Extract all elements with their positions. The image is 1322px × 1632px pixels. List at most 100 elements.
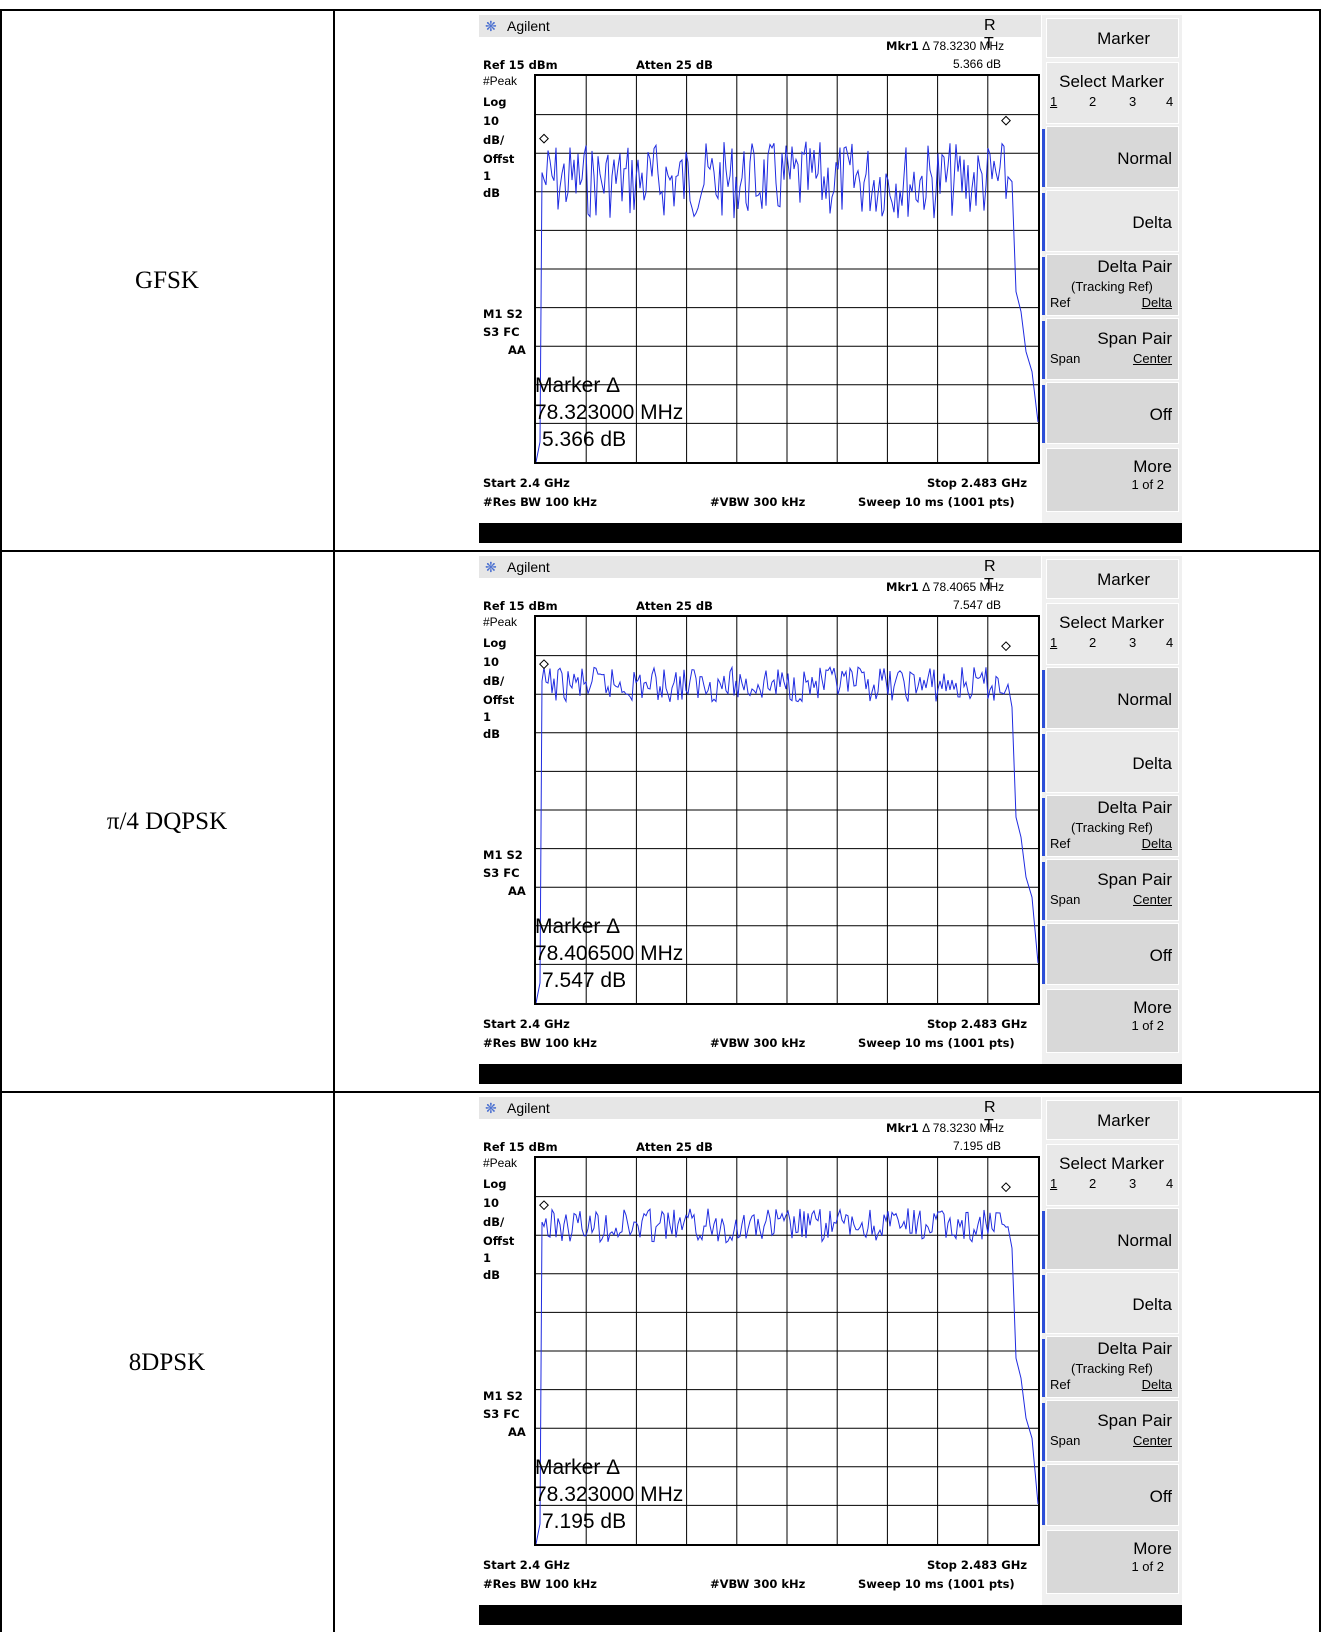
- marker-amplitude-readout: 7.547 dB: [953, 598, 1002, 612]
- sweep-time: Sweep 10 ms (1001 pts): [858, 1036, 1015, 1050]
- spectrum-plot: [534, 615, 1040, 1005]
- table-column-divider: [333, 9, 335, 1632]
- start-frequency: Start 2.4 GHz: [483, 476, 570, 490]
- delta-marker-icon: [1001, 641, 1011, 652]
- spectrum-graticule: [536, 1158, 1039, 1545]
- span-pair-softkey[interactable]: Span Pair Span Center: [1042, 859, 1179, 921]
- marker-readout: Mkr1 Δ 78.3230 MHz: [886, 39, 1005, 53]
- agilent-logo-icon: ❋: [485, 1100, 497, 1116]
- offset-value: 1: [483, 169, 492, 183]
- resolution-bandwidth: #Res BW 100 kHz: [483, 1577, 597, 1591]
- reference-level: Ref 15 dBm: [483, 599, 558, 613]
- softkey-panel: Marker Select Marker 1 2 3 4 Normal Delt…: [1042, 1097, 1182, 1607]
- m1-s2-indicator: M1 S2: [483, 1389, 523, 1403]
- select-marker-softkey[interactable]: Select Marker 1 2 3 4: [1046, 603, 1179, 665]
- offset-unit: dB: [483, 727, 500, 741]
- marker-delta-title: Marker Δ: [535, 374, 621, 397]
- marker-delta-frequency: 78.323000 MHz: [535, 1483, 684, 1506]
- softkey-indicator: [1042, 1211, 1045, 1269]
- agilent-logo-icon: ❋: [485, 18, 497, 34]
- marker-readout: Mkr1 Δ 78.4065 MHz: [886, 580, 1005, 594]
- select-marker-softkey[interactable]: Select Marker 1 2 3 4: [1046, 62, 1179, 124]
- resolution-bandwidth: #Res BW 100 kHz: [483, 495, 597, 509]
- softkey-indicator: [1042, 385, 1045, 443]
- detector-label: #Peak: [483, 74, 518, 88]
- status-bar: [479, 1064, 1182, 1084]
- delta-pair-softkey[interactable]: Delta Pair (Tracking Ref) Ref Delta: [1042, 795, 1179, 857]
- brand-name: Agilent: [507, 1100, 550, 1116]
- delta-marker-icon: [1001, 1182, 1011, 1193]
- delta-pair-softkey[interactable]: Delta Pair (Tracking Ref) Ref Delta: [1042, 254, 1179, 316]
- menu-title-marker: Marker: [1046, 559, 1179, 599]
- start-frequency: Start 2.4 GHz: [483, 1558, 570, 1572]
- agilent-logo-icon: ❋: [485, 559, 497, 575]
- span-pair-softkey[interactable]: Span Pair Span Center: [1042, 1400, 1179, 1462]
- aa-indicator: AA: [508, 1425, 526, 1439]
- delta-softkey[interactable]: Delta: [1042, 190, 1179, 252]
- select-marker-softkey[interactable]: Select Marker 1 2 3 4: [1046, 1144, 1179, 1206]
- status-bar: [479, 523, 1182, 543]
- more-softkey[interactable]: More 1 of 2: [1046, 989, 1179, 1053]
- m1-s2-indicator: M1 S2: [483, 307, 523, 321]
- marker-delta-frequency: 78.323000 MHz: [535, 401, 684, 424]
- offset-label: Offst: [483, 1234, 515, 1248]
- spectrum-trace: [536, 141, 1039, 463]
- marker-readout: Mkr1 Δ 78.3230 MHz: [886, 1121, 1005, 1135]
- marker-delta-amplitude: 5.366 dB: [542, 428, 627, 451]
- normal-softkey[interactable]: Normal: [1042, 1208, 1179, 1270]
- softkey-indicator: [1042, 734, 1045, 792]
- softkey-panel: Marker Select Marker 1 2 3 4 Normal Delt…: [1042, 556, 1182, 1066]
- more-softkey[interactable]: More 1 of 2: [1046, 448, 1179, 512]
- analyzer-title-bar: ❋ Agilent R T: [479, 556, 1041, 593]
- delta-pair-softkey[interactable]: Delta Pair (Tracking Ref) Ref Delta: [1042, 1336, 1179, 1398]
- detector-label: #Peak: [483, 1156, 518, 1170]
- spectrum-plot: [534, 74, 1040, 464]
- spectrum-graticule: [536, 617, 1039, 1004]
- resolution-bandwidth: #Res BW 100 kHz: [483, 1036, 597, 1050]
- delta-softkey[interactable]: Delta: [1042, 731, 1179, 793]
- stop-frequency: Stop 2.483 GHz: [927, 476, 1028, 490]
- span-pair-softkey[interactable]: Span Pair Span Center: [1042, 318, 1179, 380]
- table-row-divider: [0, 1091, 1321, 1093]
- marker-amplitude-readout: 7.195 dB: [953, 1139, 1002, 1153]
- softkey-indicator: [1042, 926, 1045, 984]
- analyzer-title-bar: ❋ Agilent R T: [479, 1097, 1041, 1134]
- remote-trigger-indicator: R T: [984, 1099, 1008, 1134]
- scale-type: Log: [483, 95, 507, 109]
- scale-unit: dB/: [483, 1215, 505, 1229]
- delta-softkey[interactable]: Delta: [1042, 1272, 1179, 1334]
- aa-indicator: AA: [508, 884, 526, 898]
- softkey-panel: Marker Select Marker 1 2 3 4 Normal Delt…: [1042, 15, 1182, 525]
- marker-delta-title: Marker Δ: [535, 915, 621, 938]
- video-bandwidth: #VBW 300 kHz: [710, 1036, 806, 1050]
- table-border-left: [0, 9, 2, 1632]
- marker-delta-title: Marker Δ: [535, 1456, 621, 1479]
- sweep-time: Sweep 10 ms (1001 pts): [858, 495, 1015, 509]
- stop-frequency: Stop 2.483 GHz: [927, 1558, 1028, 1572]
- reference-level: Ref 15 dBm: [483, 58, 558, 72]
- reference-marker-icon: [539, 659, 549, 670]
- table-border-right: [1319, 9, 1321, 1632]
- delta-marker-icon: [1001, 115, 1011, 126]
- s3-fc-indicator: S3 FC: [483, 325, 520, 339]
- normal-softkey[interactable]: Normal: [1042, 667, 1179, 729]
- video-bandwidth: #VBW 300 kHz: [710, 495, 806, 509]
- aa-indicator: AA: [508, 343, 526, 357]
- table-border-top: [0, 9, 1321, 11]
- softkey-indicator: [1042, 1339, 1045, 1397]
- reference-level: Ref 15 dBm: [483, 1140, 558, 1154]
- more-softkey[interactable]: More 1 of 2: [1046, 1530, 1179, 1594]
- off-softkey[interactable]: Off: [1042, 1464, 1179, 1526]
- m1-s2-indicator: M1 S2: [483, 848, 523, 862]
- spectrum-trace: [536, 1208, 1039, 1545]
- softkey-indicator: [1042, 1403, 1045, 1461]
- softkey-indicator: [1042, 129, 1045, 187]
- off-softkey[interactable]: Off: [1042, 382, 1179, 444]
- normal-softkey[interactable]: Normal: [1042, 126, 1179, 188]
- marker-delta-amplitude: 7.547 dB: [542, 969, 627, 992]
- offset-value: 1: [483, 1251, 492, 1265]
- softkey-indicator: [1042, 257, 1045, 315]
- brand-name: Agilent: [507, 18, 550, 34]
- off-softkey[interactable]: Off: [1042, 923, 1179, 985]
- softkey-indicator: [1042, 670, 1045, 728]
